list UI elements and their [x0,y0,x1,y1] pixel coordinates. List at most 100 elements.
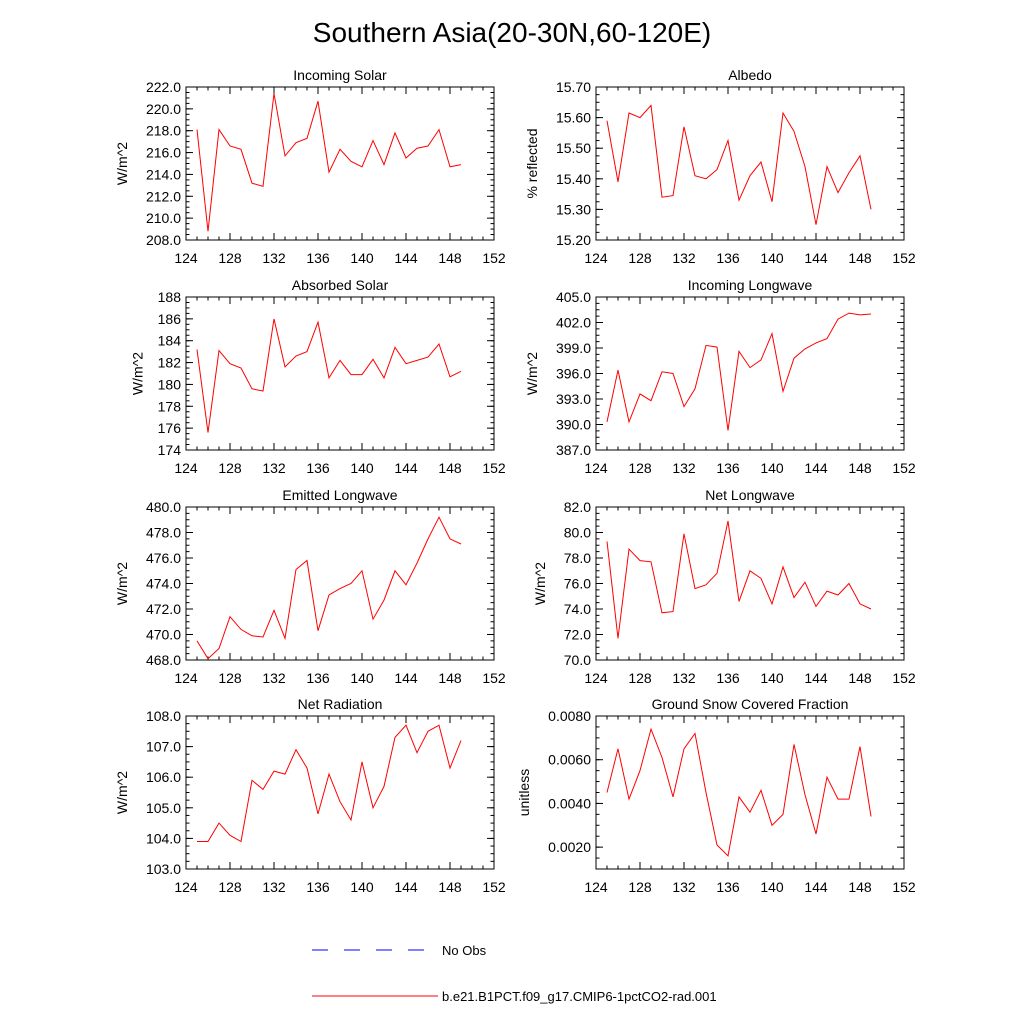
plot-frame [185,86,495,241]
x-tick-label: 128 [628,879,652,895]
x-tick-label: 152 [482,250,506,266]
y-tick-label: 478.0 [146,525,181,541]
x-tick-label: 128 [218,250,242,266]
y-tick-label: 15.50 [556,140,591,156]
y-tick-label: 15.70 [556,79,591,95]
x-tick-label: 152 [482,460,506,476]
plot-frame [595,296,905,451]
y-axis-label: W/m^2 [532,562,548,605]
y-axis-label: % reflected [524,128,540,198]
x-tick-label: 144 [394,670,418,686]
x-tick-label: 148 [438,879,462,895]
y-tick-label: 468.0 [146,652,181,668]
x-tick-label: 140 [760,460,784,476]
panel-title: Incoming Longwave [688,277,813,293]
y-tick-label: 476.0 [146,550,181,566]
panel-title: Albedo [728,67,772,83]
series-line [606,727,872,857]
y-axis-label: W/m^2 [114,562,130,605]
y-tick-label: 0.0040 [548,795,591,811]
panel-incoming-longwave: Incoming Longwave 124 128 132 136 140 144 148 15… [524,277,916,476]
y-tick-label: 396.0 [556,366,591,382]
x-tick-label: 148 [438,460,462,476]
plot-frame [185,715,495,870]
x-tick-label: 128 [628,670,652,686]
series-line [606,104,872,225]
panel-title: Emitted Longwave [282,487,397,503]
y-tick-label: 70.0 [564,652,591,668]
x-tick-label: 152 [892,670,916,686]
plot-frame [595,506,905,661]
plot-frame [595,86,905,241]
panels: Incoming Solar 124 128 132 136 140 144 148 152 20… [114,67,916,895]
plot-frame [595,715,905,870]
y-tick-label: 474.0 [146,576,181,592]
x-tick-label: 136 [716,670,740,686]
x-tick-label: 148 [848,879,872,895]
x-tick-label: 152 [892,250,916,266]
x-tick-label: 140 [760,670,784,686]
y-tick-label: 15.60 [556,110,591,126]
x-tick-label: 128 [218,670,242,686]
x-tick-label: 128 [218,879,242,895]
x-tick-label: 124 [584,879,608,895]
series-line [606,312,872,431]
x-tick-label: 144 [394,879,418,895]
y-tick-label: 15.20 [556,232,591,248]
y-tick-label: 104.0 [146,830,181,846]
x-tick-label: 128 [628,460,652,476]
y-tick-label: 220.0 [146,101,181,117]
x-tick-label: 144 [804,879,828,895]
y-tick-label: 182 [158,355,182,371]
x-tick-label: 144 [804,250,828,266]
y-tick-label: 218.0 [146,123,181,139]
x-tick-label: 140 [760,250,784,266]
y-tick-label: 176 [158,420,182,436]
y-tick-label: 78.0 [564,550,591,566]
y-tick-label: 216.0 [146,145,181,161]
panel-title: Net Radiation [298,696,383,712]
y-tick-label: 186 [158,311,182,327]
series-line [606,520,872,639]
x-tick-label: 132 [672,879,696,895]
x-tick-label: 132 [672,670,696,686]
legend-label-model: b.e21.B1PCT.f09_g17.CMIP6-1pctCO2-rad.00… [442,989,717,1004]
y-axis-label: W/m^2 [114,142,130,185]
x-tick-label: 148 [848,670,872,686]
x-tick-label: 132 [262,879,286,895]
x-tick-label: 136 [716,879,740,895]
series-line [196,318,462,433]
x-tick-label: 148 [848,250,872,266]
x-tick-label: 152 [482,670,506,686]
x-tick-label: 128 [628,250,652,266]
y-tick-label: 174 [158,442,182,458]
y-tick-label: 405.0 [556,289,591,305]
y-tick-label: 76.0 [564,576,591,592]
series-line [197,724,462,843]
y-tick-label: 470.0 [146,627,181,643]
y-tick-label: 210.0 [146,210,181,226]
legend: No Obs b.e21.B1PCT.f09_g17.CMIP6-1pctCO2… [312,943,717,1004]
plot-frame [185,296,495,451]
y-tick-label: 222.0 [146,79,181,95]
panel-title: Ground Snow Covered Fraction [652,696,849,712]
series-line [196,93,462,232]
x-tick-label: 148 [438,670,462,686]
y-axis-label: unitless [516,769,532,816]
x-tick-label: 152 [892,460,916,476]
panel-title: Net Longwave [705,487,795,503]
x-tick-label: 140 [350,250,374,266]
x-tick-label: 152 [482,879,506,895]
x-tick-label: 152 [892,879,916,895]
x-tick-label: 148 [848,460,872,476]
y-tick-label: 188 [158,289,182,305]
x-tick-label: 144 [804,460,828,476]
x-tick-label: 144 [804,670,828,686]
panel-emitted-longwave: Emitted Longwave 124 128 132 136 140 144 148 152… [114,487,506,686]
y-tick-label: 402.0 [556,315,591,331]
x-tick-label: 140 [760,879,784,895]
panel-net-longwave: Net Longwave 124 128 132 136 140 144 148 152 70.0… [532,487,916,686]
x-tick-label: 124 [174,250,198,266]
y-tick-label: 480.0 [146,499,181,515]
